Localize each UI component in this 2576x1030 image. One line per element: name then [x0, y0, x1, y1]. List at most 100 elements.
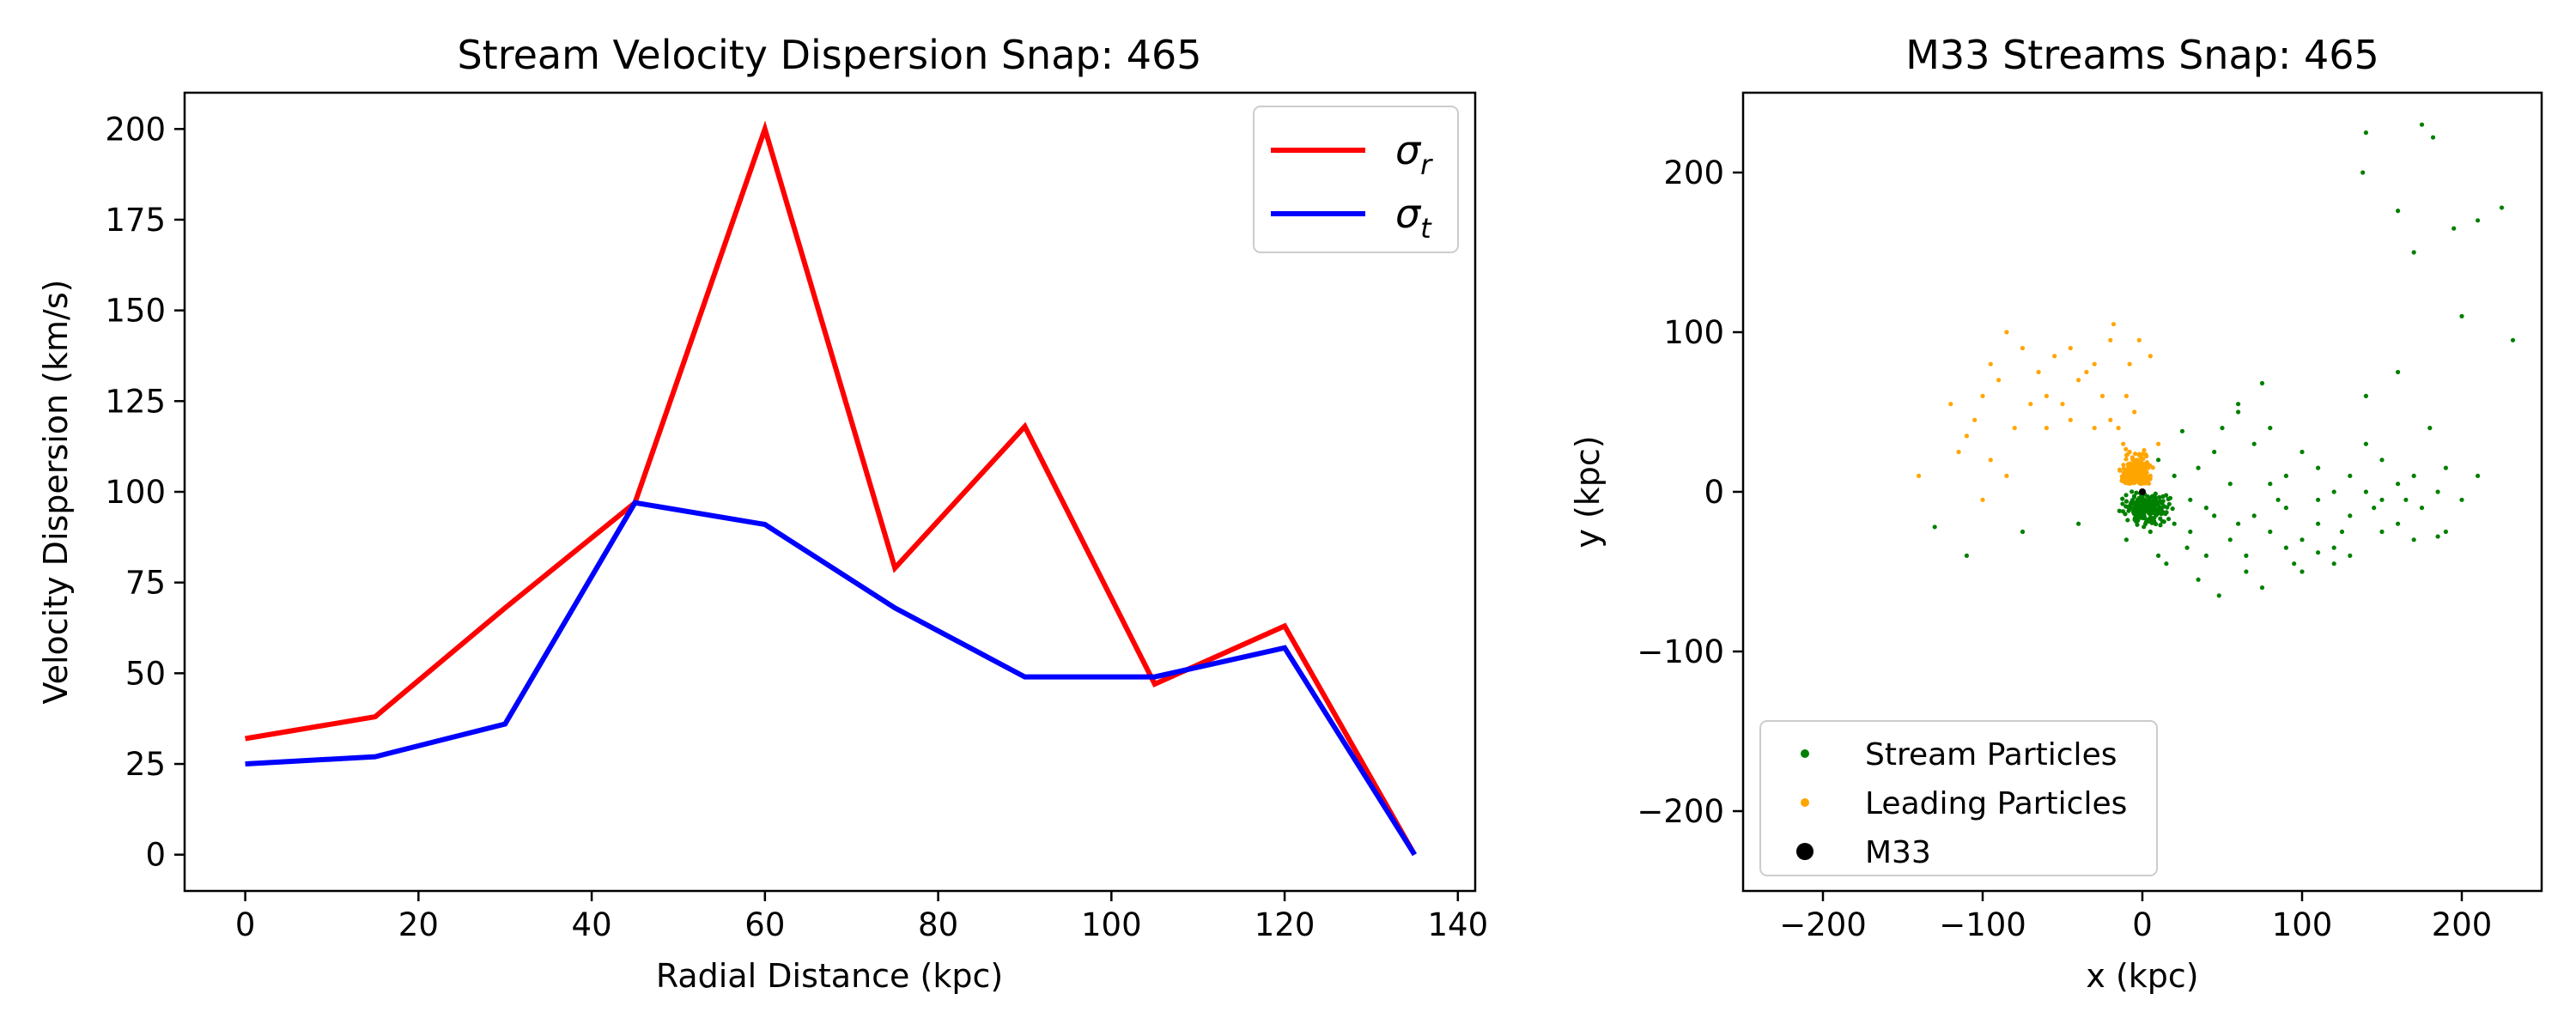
stream-particle-core	[2140, 513, 2146, 518]
stream-particle	[2331, 489, 2336, 494]
stream-particle	[2259, 380, 2265, 386]
stream-particle	[2203, 506, 2208, 511]
leading-particle	[1988, 457, 1993, 463]
stream-particle-core	[2131, 494, 2137, 499]
stream-particle	[2396, 482, 2401, 487]
stream-particle	[2216, 593, 2221, 598]
chart-title: M33 Streams Snap: 465	[1905, 32, 2379, 78]
leading-particle-core	[2135, 470, 2140, 475]
stream-particle	[2360, 170, 2366, 175]
leading-particle	[2111, 322, 2117, 327]
stream-particle	[2411, 250, 2416, 255]
stream-particle	[2196, 465, 2201, 470]
stream-particle-core	[2143, 519, 2149, 524]
stream-particle	[2184, 545, 2190, 550]
stream-particle	[2316, 521, 2321, 526]
leading-particle	[2148, 473, 2153, 479]
stream-particle	[2076, 521, 2081, 526]
leading-particle-core	[2133, 473, 2138, 478]
leading-particle	[2127, 361, 2132, 367]
stream-particle	[2331, 545, 2336, 550]
leading-particle	[2004, 330, 2009, 335]
stream-particle	[2379, 457, 2385, 463]
legend: Stream Particles Leading Particles M33	[1759, 720, 2158, 876]
x-tick-label: 120	[1255, 906, 1315, 943]
stream-particle	[2316, 550, 2321, 555]
stream-particle	[2236, 521, 2241, 526]
legend-marker	[1801, 749, 1809, 758]
stream-particle-core	[2117, 508, 2122, 513]
y-tick-label: 0	[1704, 474, 1724, 511]
leading-particle-core	[2123, 477, 2128, 482]
stream-particle	[2499, 205, 2505, 210]
chart-title: Stream Velocity Dispersion Snap: 465	[457, 32, 1201, 78]
leading-particle-core	[2129, 461, 2134, 466]
stream-particle	[2292, 561, 2297, 566]
leading-particle	[2028, 402, 2033, 407]
stream-particle	[2396, 521, 2401, 526]
stream-particle-core	[2134, 490, 2139, 495]
leading-particle-core	[2128, 468, 2133, 473]
y-tick-label: −200	[1637, 793, 1724, 830]
leading-particle-core	[2117, 467, 2123, 472]
stream-particle-core	[2132, 516, 2138, 522]
stream-particle	[2300, 449, 2305, 455]
stream-particle	[2268, 529, 2273, 535]
stream-particle	[2411, 537, 2416, 542]
y-tick-label: 200	[1663, 154, 1724, 191]
stream-particle-core	[2123, 512, 2128, 517]
stream-particle	[2379, 529, 2385, 535]
x-tick-label: 60	[744, 906, 785, 943]
leading-particle	[2092, 361, 2097, 367]
y-tick-label: 50	[125, 655, 166, 692]
leading-particle	[2020, 346, 2026, 351]
y-tick-label: 150	[105, 293, 166, 330]
y-tick-label: 200	[105, 111, 166, 148]
y-axis-label: y (kpc)	[1569, 435, 1607, 548]
stream-particle	[2300, 537, 2305, 542]
stream-particle	[2188, 529, 2193, 535]
x-tick-label: −200	[1779, 906, 1867, 943]
leading-particle	[1988, 361, 1993, 367]
stream-particle-core	[2142, 524, 2147, 530]
x-tick-label: 40	[572, 906, 612, 943]
leading-particle-core	[2139, 457, 2144, 462]
stream-particle	[2220, 426, 2225, 431]
leading-particle	[2068, 346, 2073, 351]
leading-particle-core	[2129, 455, 2136, 460]
y-tick-label: 125	[105, 383, 166, 420]
y-tick-label: 75	[125, 565, 166, 602]
stream-particle-core	[2137, 511, 2142, 517]
stream-particle-core	[2159, 506, 2165, 511]
stream-particle	[2172, 473, 2177, 479]
stream-particle	[2411, 473, 2416, 479]
stream-particle	[2419, 122, 2425, 127]
stream-particle	[2316, 465, 2321, 470]
leading-particle-core	[2134, 464, 2140, 469]
leading-particle	[2036, 369, 2041, 375]
stream-particle-core	[2157, 494, 2162, 500]
stream-particle-core	[2166, 516, 2172, 522]
leading-particle-core	[2136, 451, 2142, 457]
leading-particle	[2127, 449, 2132, 455]
stream-particle-core	[2129, 501, 2134, 506]
stream-particle-core	[2153, 491, 2158, 496]
stream-particle-core	[2129, 497, 2136, 503]
stream-particle	[2156, 553, 2161, 559]
stream-particle	[2236, 402, 2241, 407]
stream-particle-core	[2127, 506, 2132, 512]
stream-particle-core	[2123, 493, 2129, 498]
legend-label-r: σr	[1395, 127, 1433, 181]
x-axis-label: Radial Distance (kpc)	[656, 957, 1003, 995]
series-line-t	[245, 500, 1417, 857]
legend-label: Leading Particles	[1865, 786, 2127, 821]
legend: σr σt	[1253, 106, 1459, 253]
stream-particle	[2251, 441, 2257, 446]
leading-particle	[2135, 457, 2141, 463]
leading-particle	[2076, 378, 2081, 383]
y-tick-label: −100	[1637, 633, 1724, 670]
dispersion-lines	[245, 120, 1418, 857]
x-tick-label: 0	[2132, 906, 2153, 943]
stream-particle-core	[2120, 496, 2125, 501]
